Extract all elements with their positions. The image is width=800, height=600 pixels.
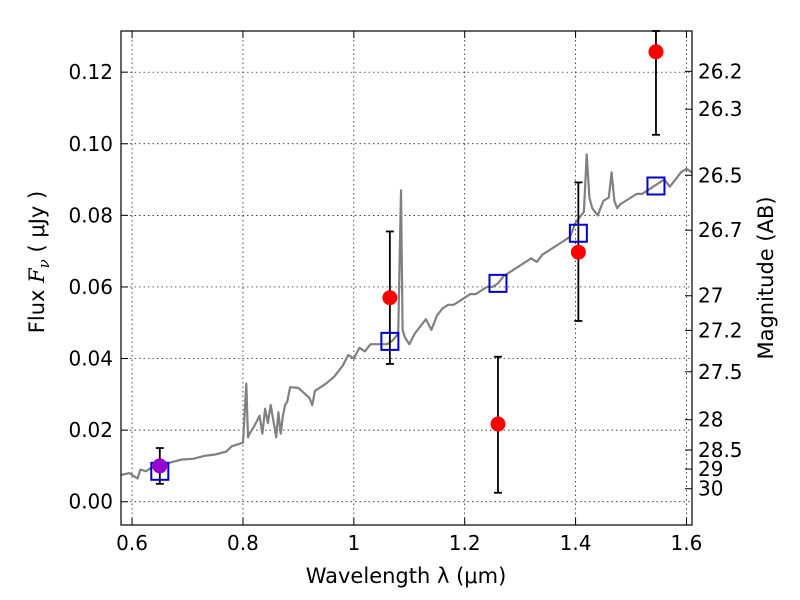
model-point — [568, 223, 588, 243]
observed-point — [648, 44, 664, 60]
y-tick-label: 0.00 — [68, 490, 113, 514]
y-axis-ticks: 0.00 0.02 0.04 0.06 0.08 0.10 0.12 — [68, 60, 128, 514]
magnitude-tick-label: 27.2 — [698, 318, 743, 342]
x-tick-label: 0.6 — [116, 531, 148, 555]
plot-frame — [120, 30, 693, 526]
x-tick-label: 1 — [347, 531, 360, 555]
x-tick-label: 1.6 — [671, 531, 703, 555]
magnitude-tick-label: 26.7 — [698, 218, 743, 242]
y-tick-label: 0.02 — [68, 418, 113, 442]
magnitude-tick-label: 26.5 — [698, 163, 743, 187]
template-spectrum-line — [120, 153, 693, 480]
x-tick-label: 0.8 — [227, 531, 259, 555]
error-bars — [155, 30, 660, 494]
x-axis-ticks: 0.6 0.8 1 1.2 1.4 1.6 — [116, 31, 702, 555]
template-spectrum — [120, 153, 693, 480]
x-tick-label: 1.4 — [560, 531, 592, 555]
magnitude-tick-label: 30 — [698, 477, 723, 501]
y-axis-title: Flux Fν ( μJy ) — [25, 191, 53, 333]
x-tick-label: 1.2 — [449, 531, 481, 555]
magnitude-tick-label: 29 — [698, 457, 723, 481]
x-axis-title: Wavelength λ (μm) — [306, 564, 507, 588]
observed-point — [152, 458, 168, 474]
model-photometry-markers — [150, 176, 666, 481]
magnitude-tick-label: 27.5 — [698, 360, 743, 384]
model-point — [380, 331, 400, 351]
observed-point — [490, 416, 506, 432]
magnitude-tick-label: 28.5 — [698, 438, 743, 462]
y-tick-label: 0.08 — [68, 203, 113, 227]
grid-lines — [121, 31, 692, 525]
y-tick-label: 0.04 — [68, 347, 113, 371]
observed-point — [570, 244, 586, 260]
observed-point — [382, 290, 398, 306]
y-tick-label: 0.06 — [68, 275, 113, 299]
magnitude-tick-label: 27 — [698, 284, 723, 308]
y-tick-label: 0.12 — [68, 60, 113, 84]
model-point — [488, 273, 508, 293]
magnitude-tick-label: 26.2 — [698, 59, 743, 83]
model-point — [646, 176, 666, 196]
magnitude-tick-label: 26.3 — [698, 97, 743, 121]
y-tick-label: 0.10 — [68, 132, 113, 156]
magnitude-tick-label: 28 — [698, 408, 723, 432]
magnitude-axis-title: Magnitude (AB) — [754, 196, 778, 359]
observed-photometry-markers — [152, 44, 664, 474]
